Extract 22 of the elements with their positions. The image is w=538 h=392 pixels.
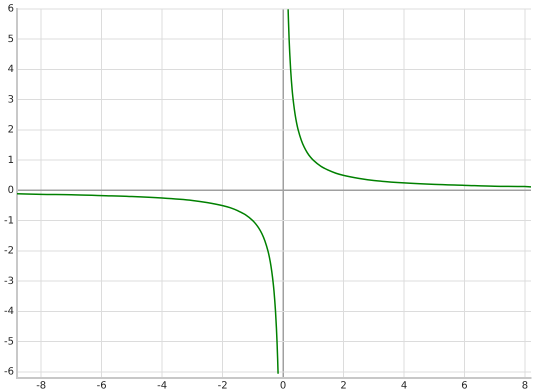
y-tick-label: 5 [8,34,14,45]
x-tick-label: -8 [36,380,46,392]
x-tick-label: 0 [280,380,286,392]
x-tick-label: 4 [400,380,408,392]
x-tick-label: -4 [157,380,168,392]
y-tick-label: 0 [8,185,14,196]
y-tick-label: 6 [8,4,14,15]
y-tick-label: -2 [4,246,14,257]
x-tick-label: 8 [522,380,528,392]
y-tick-label: 1 [8,154,14,166]
x-tick-label: 6 [461,380,468,392]
y-tick-label: -4 [4,306,14,318]
y-tick-label: -3 [4,276,14,287]
y-tick-label: -6 [4,366,14,378]
x-tick-label: 2 [340,380,347,392]
x-tick-label: -2 [218,380,228,392]
y-tick-label: 3 [8,94,14,106]
y-tick-label: 2 [8,124,14,136]
y-tick-label: -1 [4,215,14,226]
y-tick-label: 4 [8,64,14,76]
y-tick-label: -5 [4,336,14,348]
x-tick-label: -6 [96,380,107,392]
